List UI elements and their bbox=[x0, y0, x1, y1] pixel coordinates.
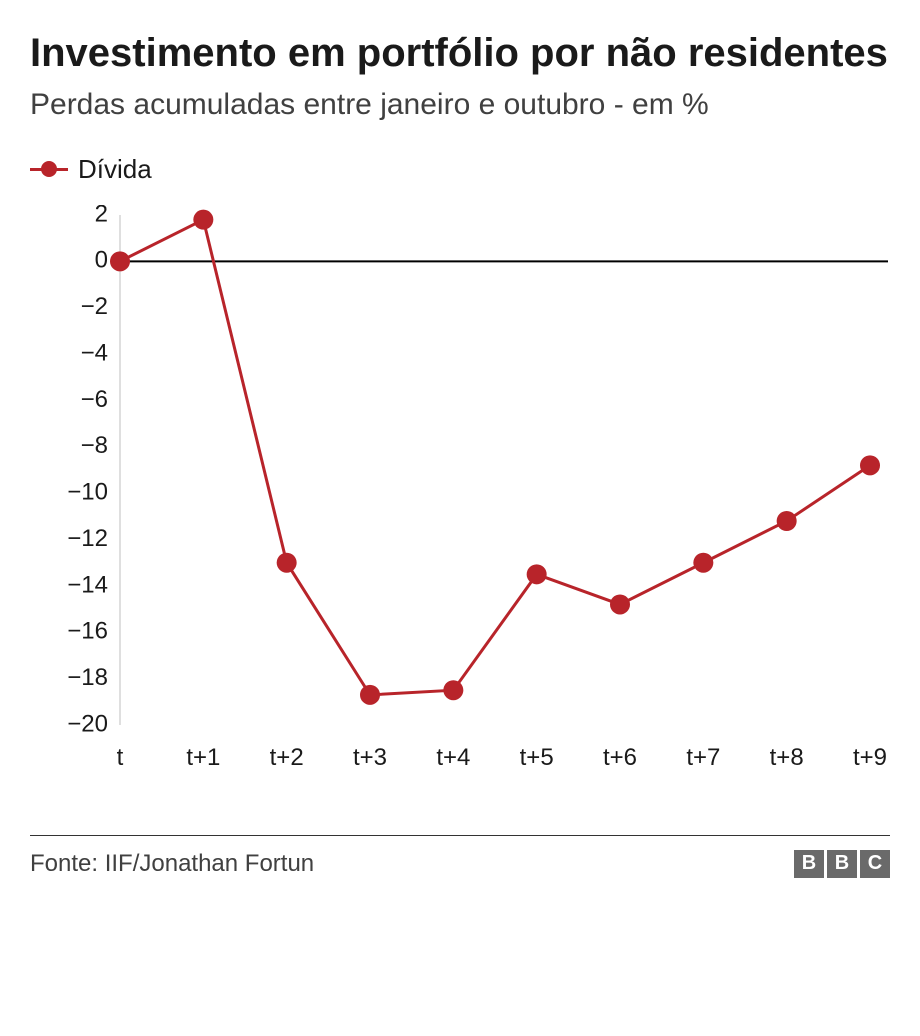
legend-marker bbox=[30, 168, 68, 171]
bbc-logo-letter: C bbox=[860, 850, 890, 878]
svg-text:t+5: t+5 bbox=[520, 744, 554, 771]
svg-text:−10: −10 bbox=[67, 478, 108, 505]
bbc-logo-letter: B bbox=[827, 850, 857, 878]
svg-text:t+4: t+4 bbox=[436, 744, 470, 771]
line-chart: 2 0 −2 −4 −6 −8 −10 −12 −14 −16 −18 −20 t t+1 t+2 t+3 t+… bbox=[30, 205, 890, 805]
bbc-logo-letter: B bbox=[794, 850, 824, 878]
svg-text:−18: −18 bbox=[67, 663, 108, 690]
svg-text:t+6: t+6 bbox=[603, 744, 637, 771]
svg-text:−6: −6 bbox=[81, 385, 108, 412]
svg-text:t+7: t+7 bbox=[686, 744, 720, 771]
legend-label: Dívida bbox=[78, 154, 152, 185]
svg-text:−20: −20 bbox=[67, 710, 108, 737]
svg-text:−12: −12 bbox=[67, 524, 108, 551]
svg-text:t+2: t+2 bbox=[270, 744, 304, 771]
svg-text:−2: −2 bbox=[81, 293, 108, 320]
svg-text:t+8: t+8 bbox=[770, 744, 804, 771]
svg-text:t: t bbox=[117, 744, 124, 771]
svg-text:t+9: t+9 bbox=[853, 744, 887, 771]
bbc-logo: B B C bbox=[794, 850, 890, 878]
svg-text:−4: −4 bbox=[81, 339, 108, 366]
svg-text:t+3: t+3 bbox=[353, 744, 387, 771]
chart-title: Investimento em portfólio por não reside… bbox=[30, 30, 890, 76]
svg-text:−16: −16 bbox=[67, 617, 108, 644]
source-text: Fonte: IIF/Jonathan Fortun bbox=[30, 850, 314, 878]
svg-text:0: 0 bbox=[95, 246, 108, 273]
svg-text:2: 2 bbox=[95, 205, 108, 227]
chart-svg: 2 0 −2 −4 −6 −8 −10 −12 −14 −16 −18 −20 t t+1 t+2 t+3 t+… bbox=[30, 205, 890, 805]
svg-text:−14: −14 bbox=[67, 571, 108, 598]
svg-text:t+1: t+1 bbox=[186, 744, 220, 771]
svg-text:−8: −8 bbox=[81, 432, 108, 459]
chart-subtitle: Perdas acumuladas entre janeiro e outubr… bbox=[30, 86, 890, 124]
legend: Dívida bbox=[30, 154, 890, 185]
footer: Fonte: IIF/Jonathan Fortun B B C bbox=[30, 835, 890, 878]
